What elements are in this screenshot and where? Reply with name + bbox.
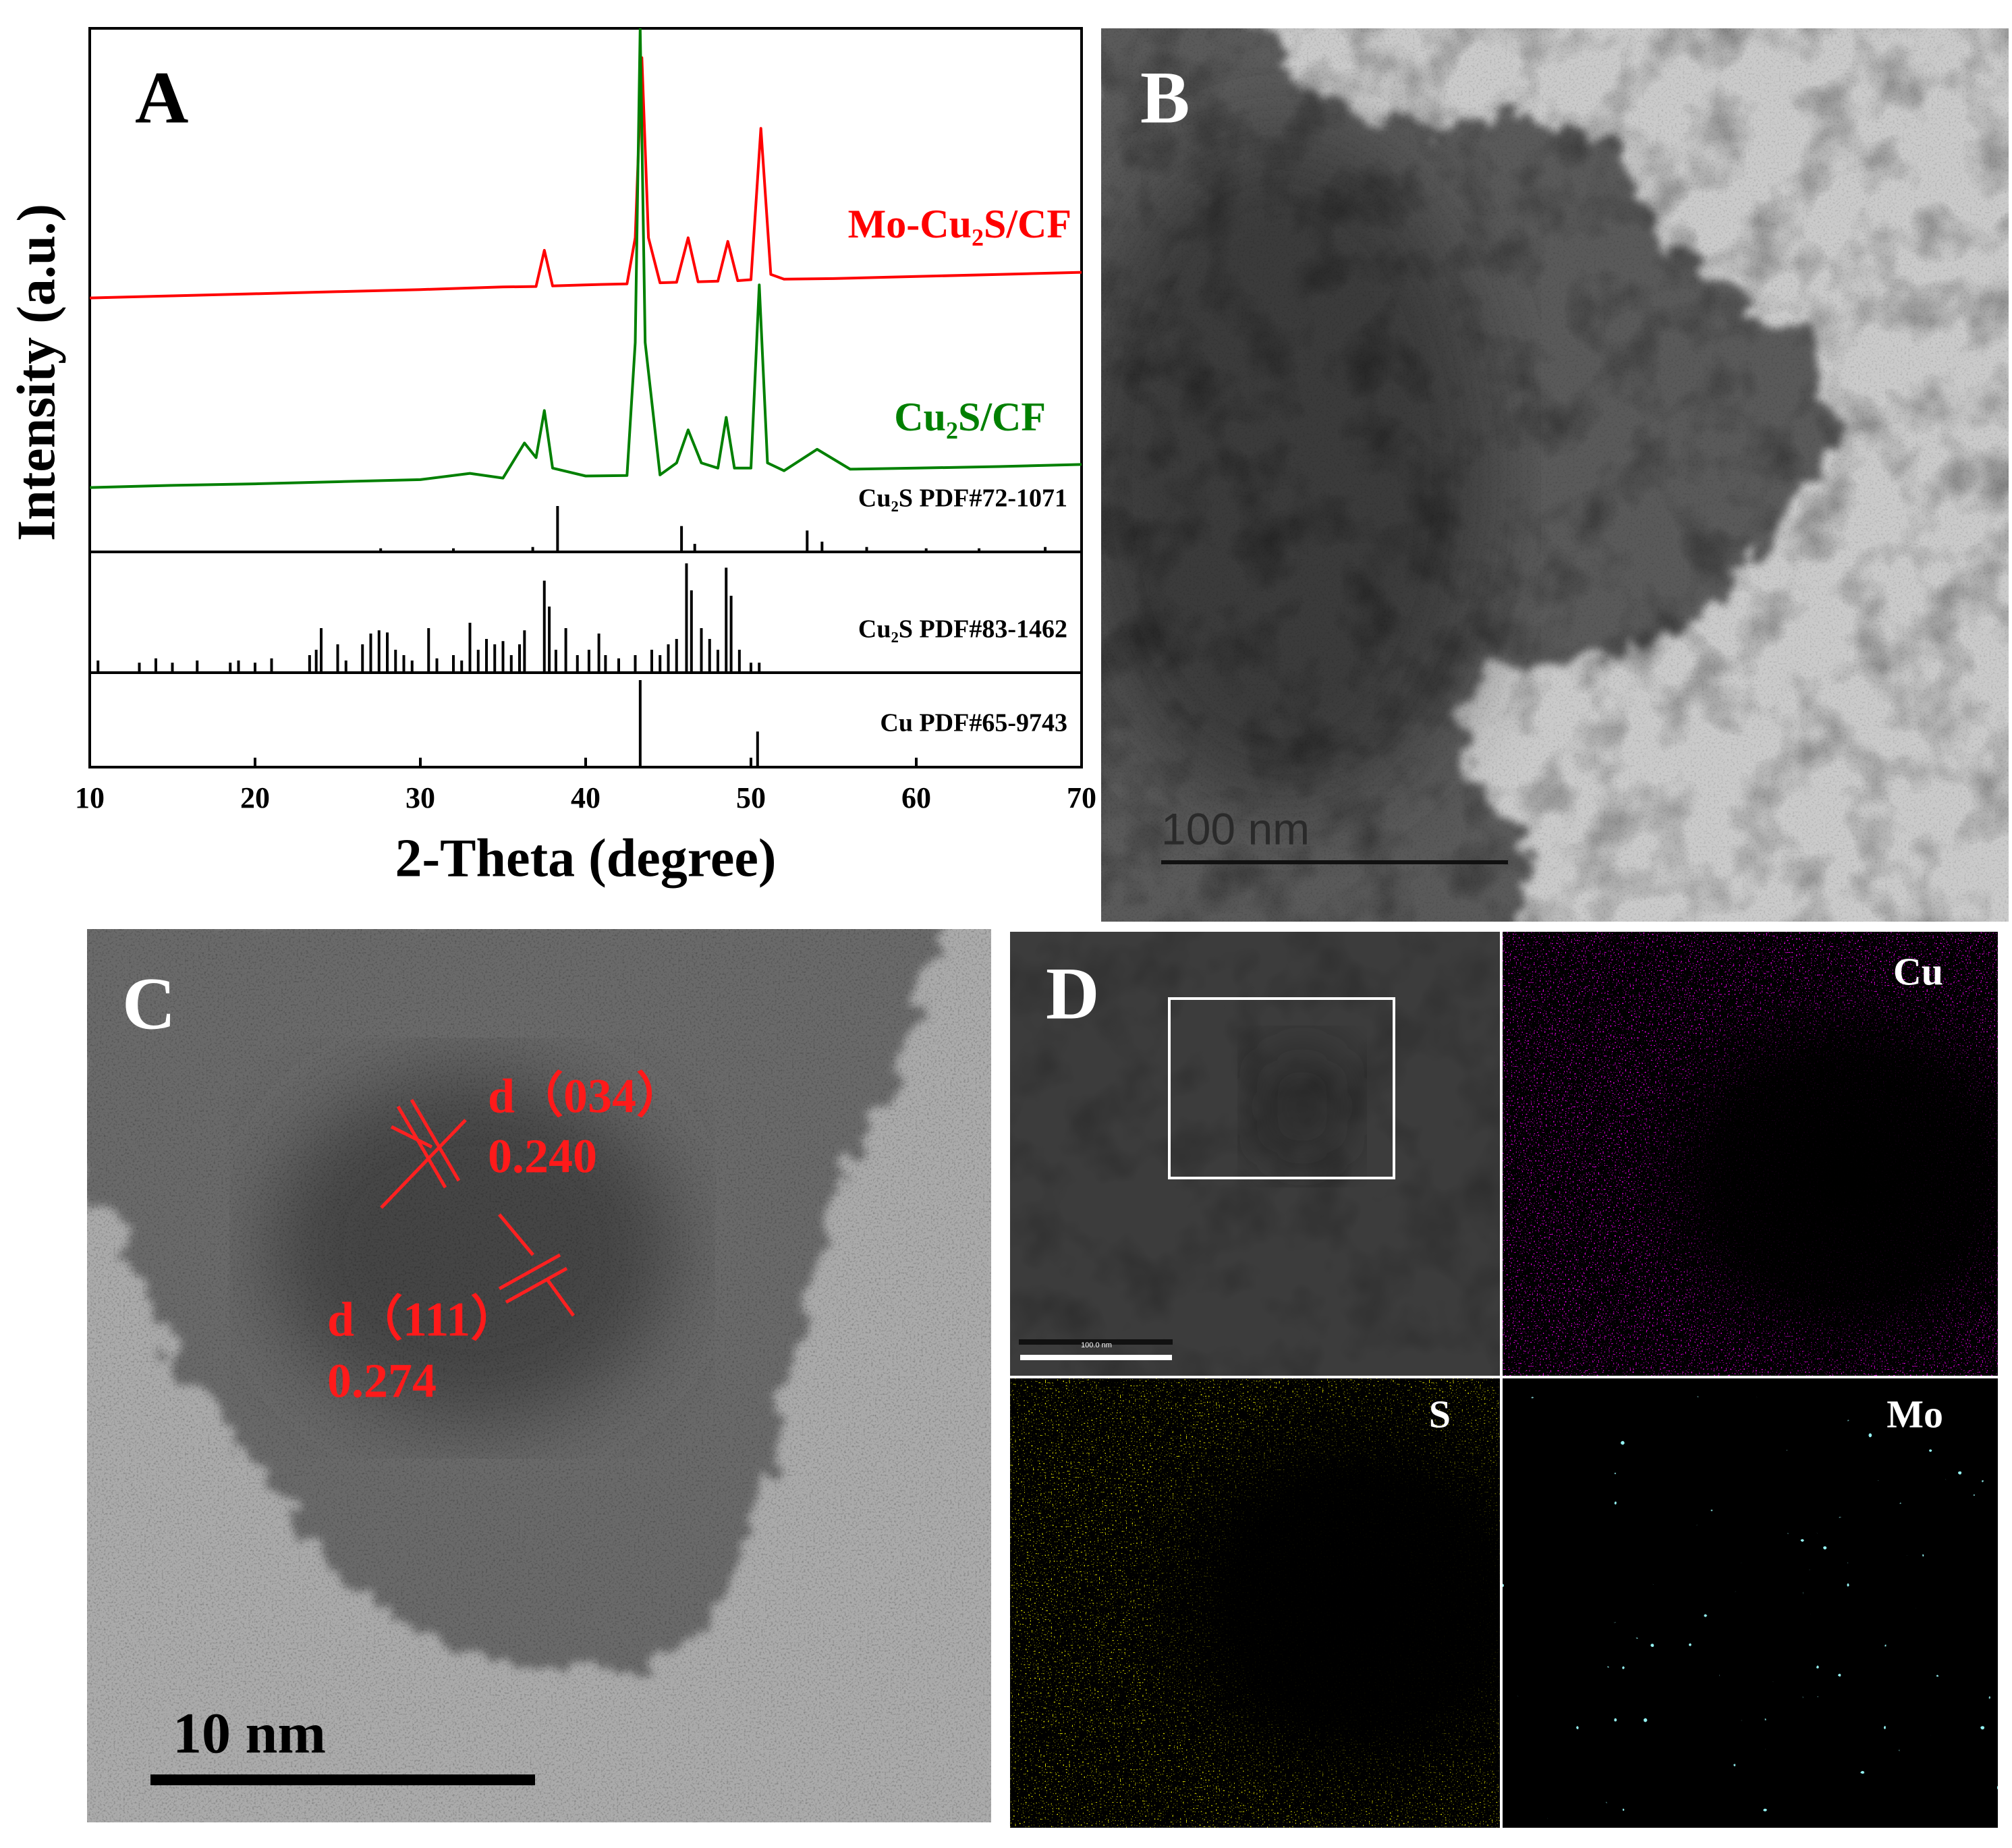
mo-dots [1501, 1377, 1998, 1828]
reference-label: Cu₂S PDF#72-1071 [858, 484, 1067, 513]
x-tick-label: 60 [901, 781, 931, 814]
series-line [90, 56, 1082, 300]
legend-label: Mo-Cu₂S/CF [848, 202, 1071, 246]
reference-label: Cu PDF#65-9743 [880, 709, 1067, 737]
series-line [90, 28, 1082, 489]
x-tick-label: 40 [571, 781, 600, 814]
d-spacing: 0.240 [488, 1129, 597, 1183]
cu-dots [1501, 932, 1998, 1377]
panel-a: 10 20 30 40 50 60 70 Mo-Cu₂S/CF Cu₂S/CF Cu₂S PDF#… [7, 27, 1096, 888]
selection-box [1168, 997, 1395, 1179]
panel-c: d（034） 0.240 d（111） 0.274 10 nm C [87, 929, 991, 1822]
element-label: S [1429, 1392, 1451, 1436]
x-tick-label: 10 [75, 781, 105, 814]
element-label: Mo [1887, 1392, 1943, 1436]
panel-label: B [1140, 56, 1190, 138]
scale-bar-label: 100 nm [1161, 804, 1310, 853]
element-label: Cu [1893, 949, 1943, 993]
lattice-markers [380, 1098, 576, 1317]
texture [1010, 932, 1501, 1377]
panel-label: C [122, 962, 175, 1044]
scale-bar-bg [1019, 1339, 1173, 1345]
plane-label: d（111） [327, 1293, 519, 1347]
x-axis-label: 2-Theta (degree) [395, 829, 777, 888]
x-tick-label: 20 [240, 781, 270, 814]
panel-label: D [1046, 952, 1099, 1034]
legend-label: Cu₂S/CF [894, 395, 1046, 439]
xrd-chart: 10 20 30 40 50 60 70 Mo-Cu₂S/CF Cu₂S/CF Cu₂S PDF#… [75, 28, 1096, 814]
lattice-texture [87, 929, 991, 1822]
panel-label: A [135, 56, 188, 138]
scale-bar-label: 100.0 nm [1081, 1341, 1112, 1349]
panel-b: 100 nm B [1101, 28, 2009, 922]
series-group [90, 28, 1082, 489]
x-tick-label: 30 [406, 781, 435, 814]
s-dots [1010, 1377, 1501, 1828]
x-tick-label: 70 [1067, 781, 1096, 814]
scale-bar [1020, 1355, 1172, 1360]
x-tick-label: 50 [736, 781, 766, 814]
reference-label: Cu₂S PDF#83-1462 [858, 615, 1067, 644]
grain [1101, 28, 2009, 922]
y-axis-label: Intensity (a.u.) [7, 204, 66, 541]
panel-d: 100.0 nm D Cu S Mo [1010, 932, 1998, 1828]
d-spacing: 0.274 [327, 1354, 437, 1408]
scale-bar-label: 10 nm [173, 1701, 326, 1766]
plane-label: d（034） [488, 1069, 685, 1123]
